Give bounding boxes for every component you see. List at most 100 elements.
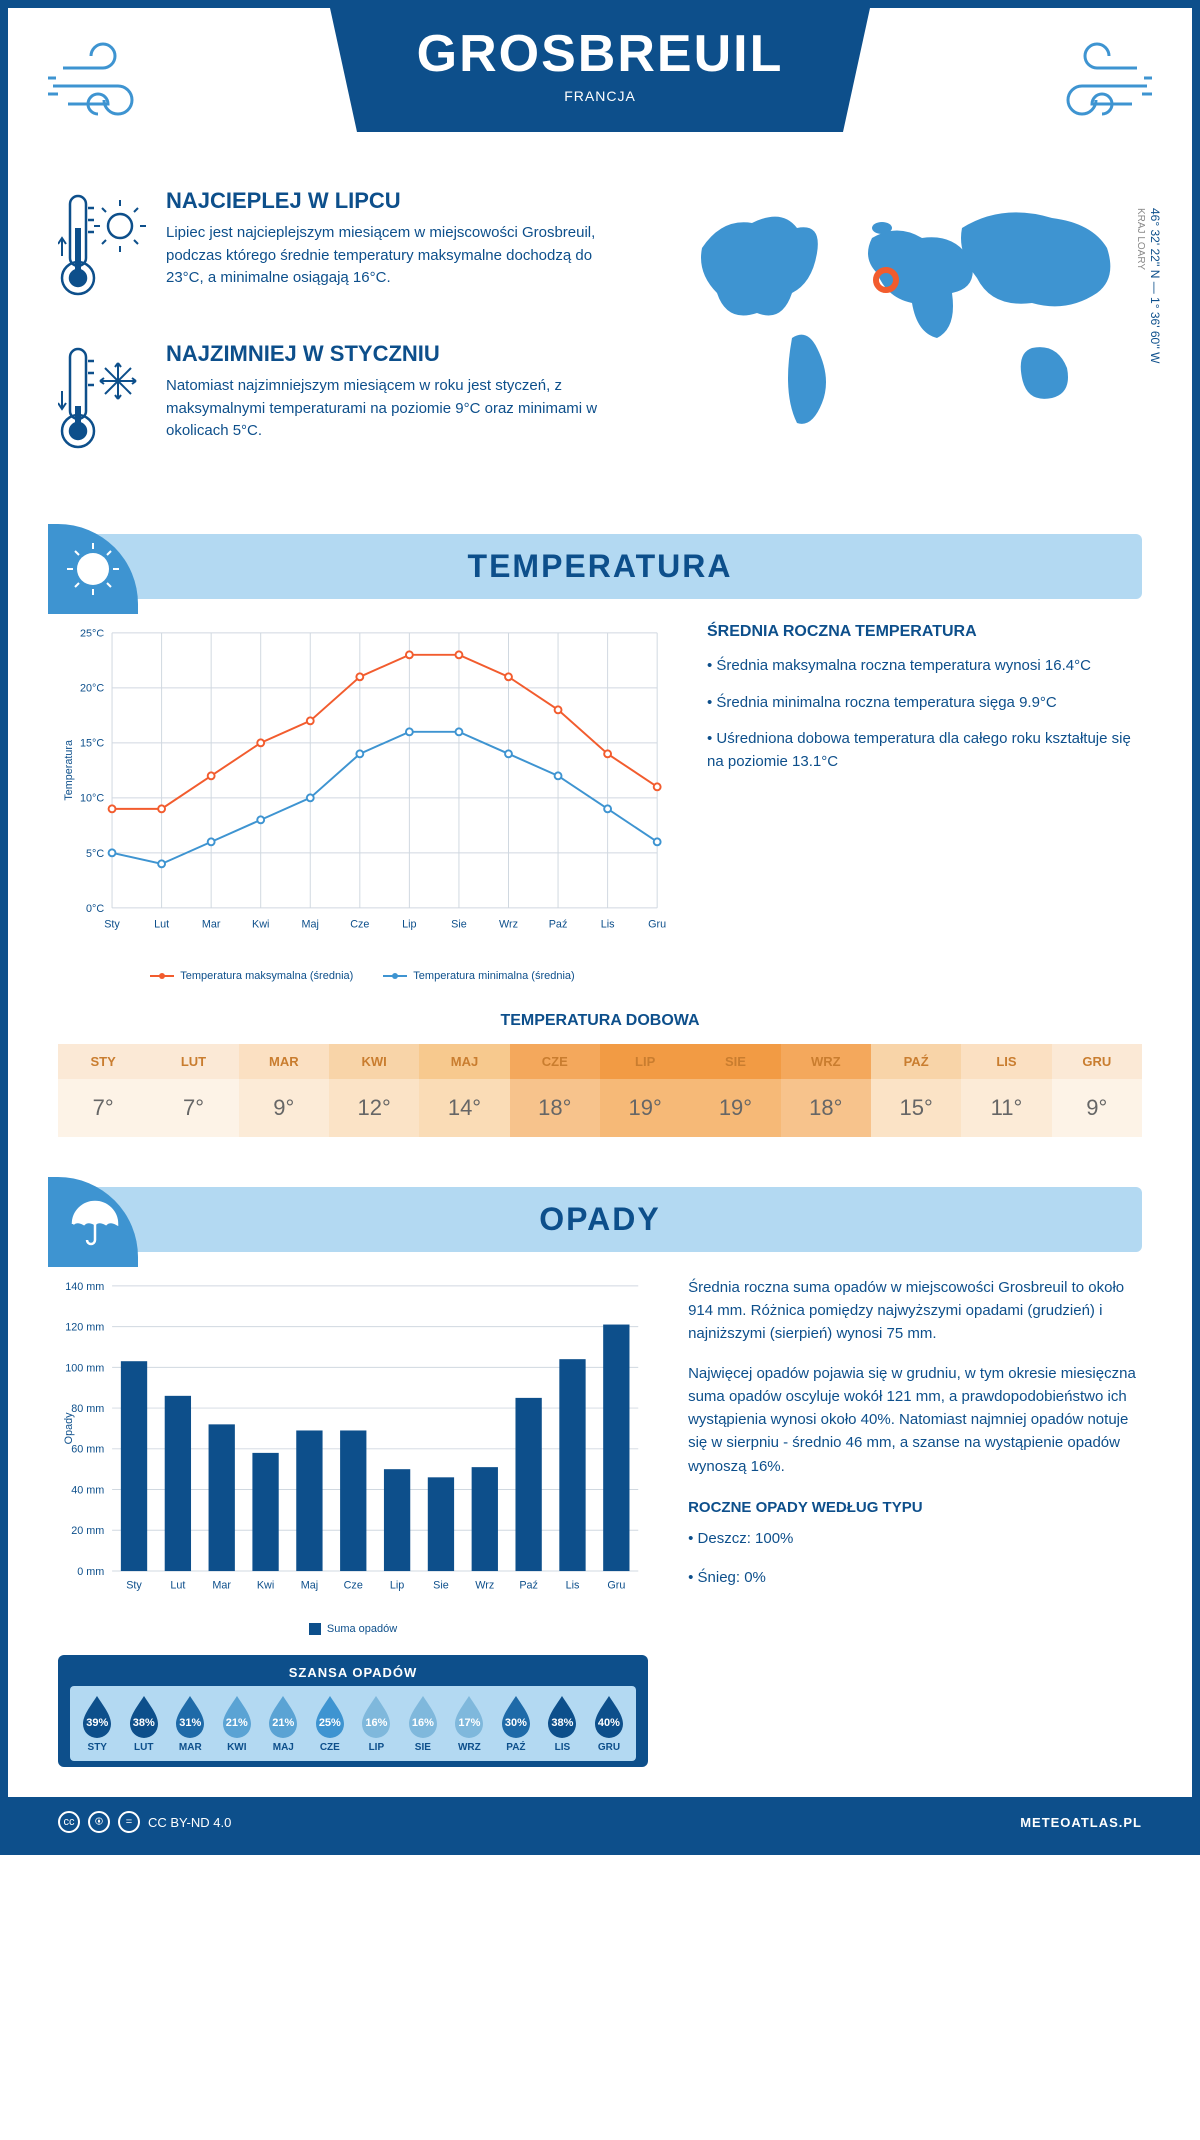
- svg-text:Sie: Sie: [451, 918, 467, 930]
- daily-temp-title: TEMPERATURA DOBOWA: [58, 1012, 1142, 1030]
- temp-bullet: • Średnia maksymalna roczna temperatura …: [707, 655, 1142, 678]
- svg-text:Kwi: Kwi: [252, 918, 269, 930]
- chance-pct: 31%: [172, 1717, 208, 1729]
- chance-month: WRZ: [446, 1742, 493, 1753]
- daily-temp-col: SIE 19°: [690, 1044, 780, 1137]
- svg-text:Opady: Opady: [63, 1412, 75, 1444]
- daily-temp-col: LUT 7°: [148, 1044, 238, 1137]
- precip-type-item: • Deszcz: 100%: [688, 1527, 1142, 1550]
- daily-temp-col: CZE 18°: [510, 1044, 600, 1137]
- svg-text:Sty: Sty: [104, 918, 120, 930]
- precip-type-title: ROCZNE OPADY WEDŁUG TYPU: [688, 1496, 1142, 1519]
- svg-text:Wrz: Wrz: [475, 1580, 494, 1592]
- temperature-summary: ŚREDNIA ROCZNA TEMPERATURA • Średnia mak…: [707, 623, 1142, 982]
- annual-temp-title: ŚREDNIA ROCZNA TEMPERATURA: [707, 623, 1142, 641]
- svg-text:Temperatura: Temperatura: [63, 740, 75, 801]
- chance-pct: 17%: [451, 1717, 487, 1729]
- month-header: STY: [58, 1044, 148, 1079]
- svg-text:Maj: Maj: [302, 918, 319, 930]
- svg-text:Cze: Cze: [350, 918, 369, 930]
- month-header: WRZ: [781, 1044, 871, 1079]
- drop-icon: 25%: [312, 1694, 348, 1738]
- chance-month: STY: [74, 1742, 121, 1753]
- month-header: LIS: [961, 1044, 1051, 1079]
- month-value: 15°: [871, 1079, 961, 1137]
- chart-legend: Temperatura maksymalna (średnia)Temperat…: [58, 970, 667, 982]
- coldest-title: NAJZIMNIEJ W STYCZNIU: [166, 341, 632, 367]
- drop-icon: 39%: [79, 1694, 115, 1738]
- drop-icon: 21%: [219, 1694, 255, 1738]
- svg-text:Lip: Lip: [390, 1580, 404, 1592]
- drop-icon: 30%: [498, 1694, 534, 1738]
- daily-temp-table: STY 7° LUT 7° MAR 9° KWI 12° MAJ 14° CZE…: [58, 1044, 1142, 1137]
- daily-temp-col: GRU 9°: [1052, 1044, 1142, 1137]
- country-name: FRANCJA: [410, 88, 790, 104]
- svg-text:80 mm: 80 mm: [71, 1403, 104, 1415]
- month-value: 18°: [510, 1079, 600, 1137]
- daily-temp-col: STY 7°: [58, 1044, 148, 1137]
- precip-chance-item: 16% LIP: [353, 1694, 400, 1753]
- intro-section: NAJCIEPLEJ W LIPCU Lipiec jest najcieple…: [58, 188, 1142, 494]
- world-map: [662, 188, 1142, 448]
- warmest-block: NAJCIEPLEJ W LIPCU Lipiec jest najcieple…: [58, 188, 632, 313]
- svg-text:100 mm: 100 mm: [65, 1362, 104, 1374]
- region-label: KRAJ LOARY: [1135, 208, 1146, 270]
- chance-month: GRU: [586, 1742, 633, 1753]
- svg-text:Mar: Mar: [212, 1580, 231, 1592]
- drop-icon: 16%: [358, 1694, 394, 1738]
- month-value: 18°: [781, 1079, 871, 1137]
- precip-chance-item: 31% MAR: [167, 1694, 214, 1753]
- month-header: LUT: [148, 1044, 238, 1079]
- temp-bullet: • Średnia minimalna roczna temperatura s…: [707, 692, 1142, 715]
- precip-chance-item: 38% LIS: [539, 1694, 586, 1753]
- month-header: CZE: [510, 1044, 600, 1079]
- chance-pct: 21%: [219, 1717, 255, 1729]
- chance-month: CZE: [307, 1742, 354, 1753]
- site-name: METEOATLAS.PL: [1020, 1815, 1142, 1830]
- chance-pct: 21%: [265, 1717, 301, 1729]
- month-value: 12°: [329, 1079, 419, 1137]
- coordinates: 46° 32' 22'' N — 1° 36' 60'' W: [1148, 208, 1162, 363]
- svg-text:Lip: Lip: [402, 918, 416, 930]
- svg-text:0°C: 0°C: [86, 903, 104, 915]
- cc-icon: cc: [58, 1811, 80, 1833]
- svg-text:140 mm: 140 mm: [65, 1281, 104, 1293]
- svg-text:Kwi: Kwi: [257, 1580, 274, 1592]
- svg-text:Gru: Gru: [648, 918, 666, 930]
- nd-icon: =: [118, 1811, 140, 1833]
- month-header: LIP: [600, 1044, 690, 1079]
- drop-icon: 17%: [451, 1694, 487, 1738]
- drop-icon: 21%: [265, 1694, 301, 1738]
- warmest-title: NAJCIEPLEJ W LIPCU: [166, 188, 632, 214]
- chance-month: LUT: [121, 1742, 168, 1753]
- chance-month: KWI: [214, 1742, 261, 1753]
- chance-pct: 38%: [126, 1717, 162, 1729]
- svg-text:5°C: 5°C: [86, 848, 104, 860]
- month-value: 9°: [239, 1079, 329, 1137]
- svg-text:Paź: Paź: [519, 1580, 538, 1592]
- svg-text:Sie: Sie: [433, 1580, 449, 1592]
- footer: cc 🅯 = CC BY-ND 4.0 METEOATLAS.PL: [8, 1797, 1192, 1847]
- precip-chance-title: SZANSA OPADÓW: [70, 1665, 636, 1680]
- warmest-text: Lipiec jest najcieplejszym miesiącem w m…: [166, 222, 632, 290]
- section-title-precip: OPADY: [58, 1187, 1142, 1252]
- svg-text:Gru: Gru: [607, 1580, 625, 1592]
- chance-pct: 40%: [591, 1717, 627, 1729]
- chart-legend: Suma opadów: [58, 1623, 648, 1635]
- month-header: KWI: [329, 1044, 419, 1079]
- precip-chance-item: 21% KWI: [214, 1694, 261, 1753]
- temp-bullet: • Uśredniona dobowa temperatura dla całe…: [707, 728, 1142, 773]
- section-title-temperature: TEMPERATURA: [58, 534, 1142, 599]
- drop-icon: 16%: [405, 1694, 441, 1738]
- umbrella-icon: [48, 1177, 138, 1267]
- month-header: MAJ: [419, 1044, 509, 1079]
- month-value: 9°: [1052, 1079, 1142, 1137]
- temperature-line-chart: 0°C5°C10°C15°C20°C25°CStyLutMarKwiMajCze…: [58, 623, 667, 982]
- month-header: MAR: [239, 1044, 329, 1079]
- precipitation-summary: Średnia roczna suma opadów w miejscowośc…: [688, 1276, 1142, 1767]
- svg-text:15°C: 15°C: [80, 738, 104, 750]
- precip-type-item: • Śnieg: 0%: [688, 1566, 1142, 1589]
- wind-icon: [48, 38, 168, 128]
- chance-month: LIP: [353, 1742, 400, 1753]
- svg-text:Paź: Paź: [549, 918, 568, 930]
